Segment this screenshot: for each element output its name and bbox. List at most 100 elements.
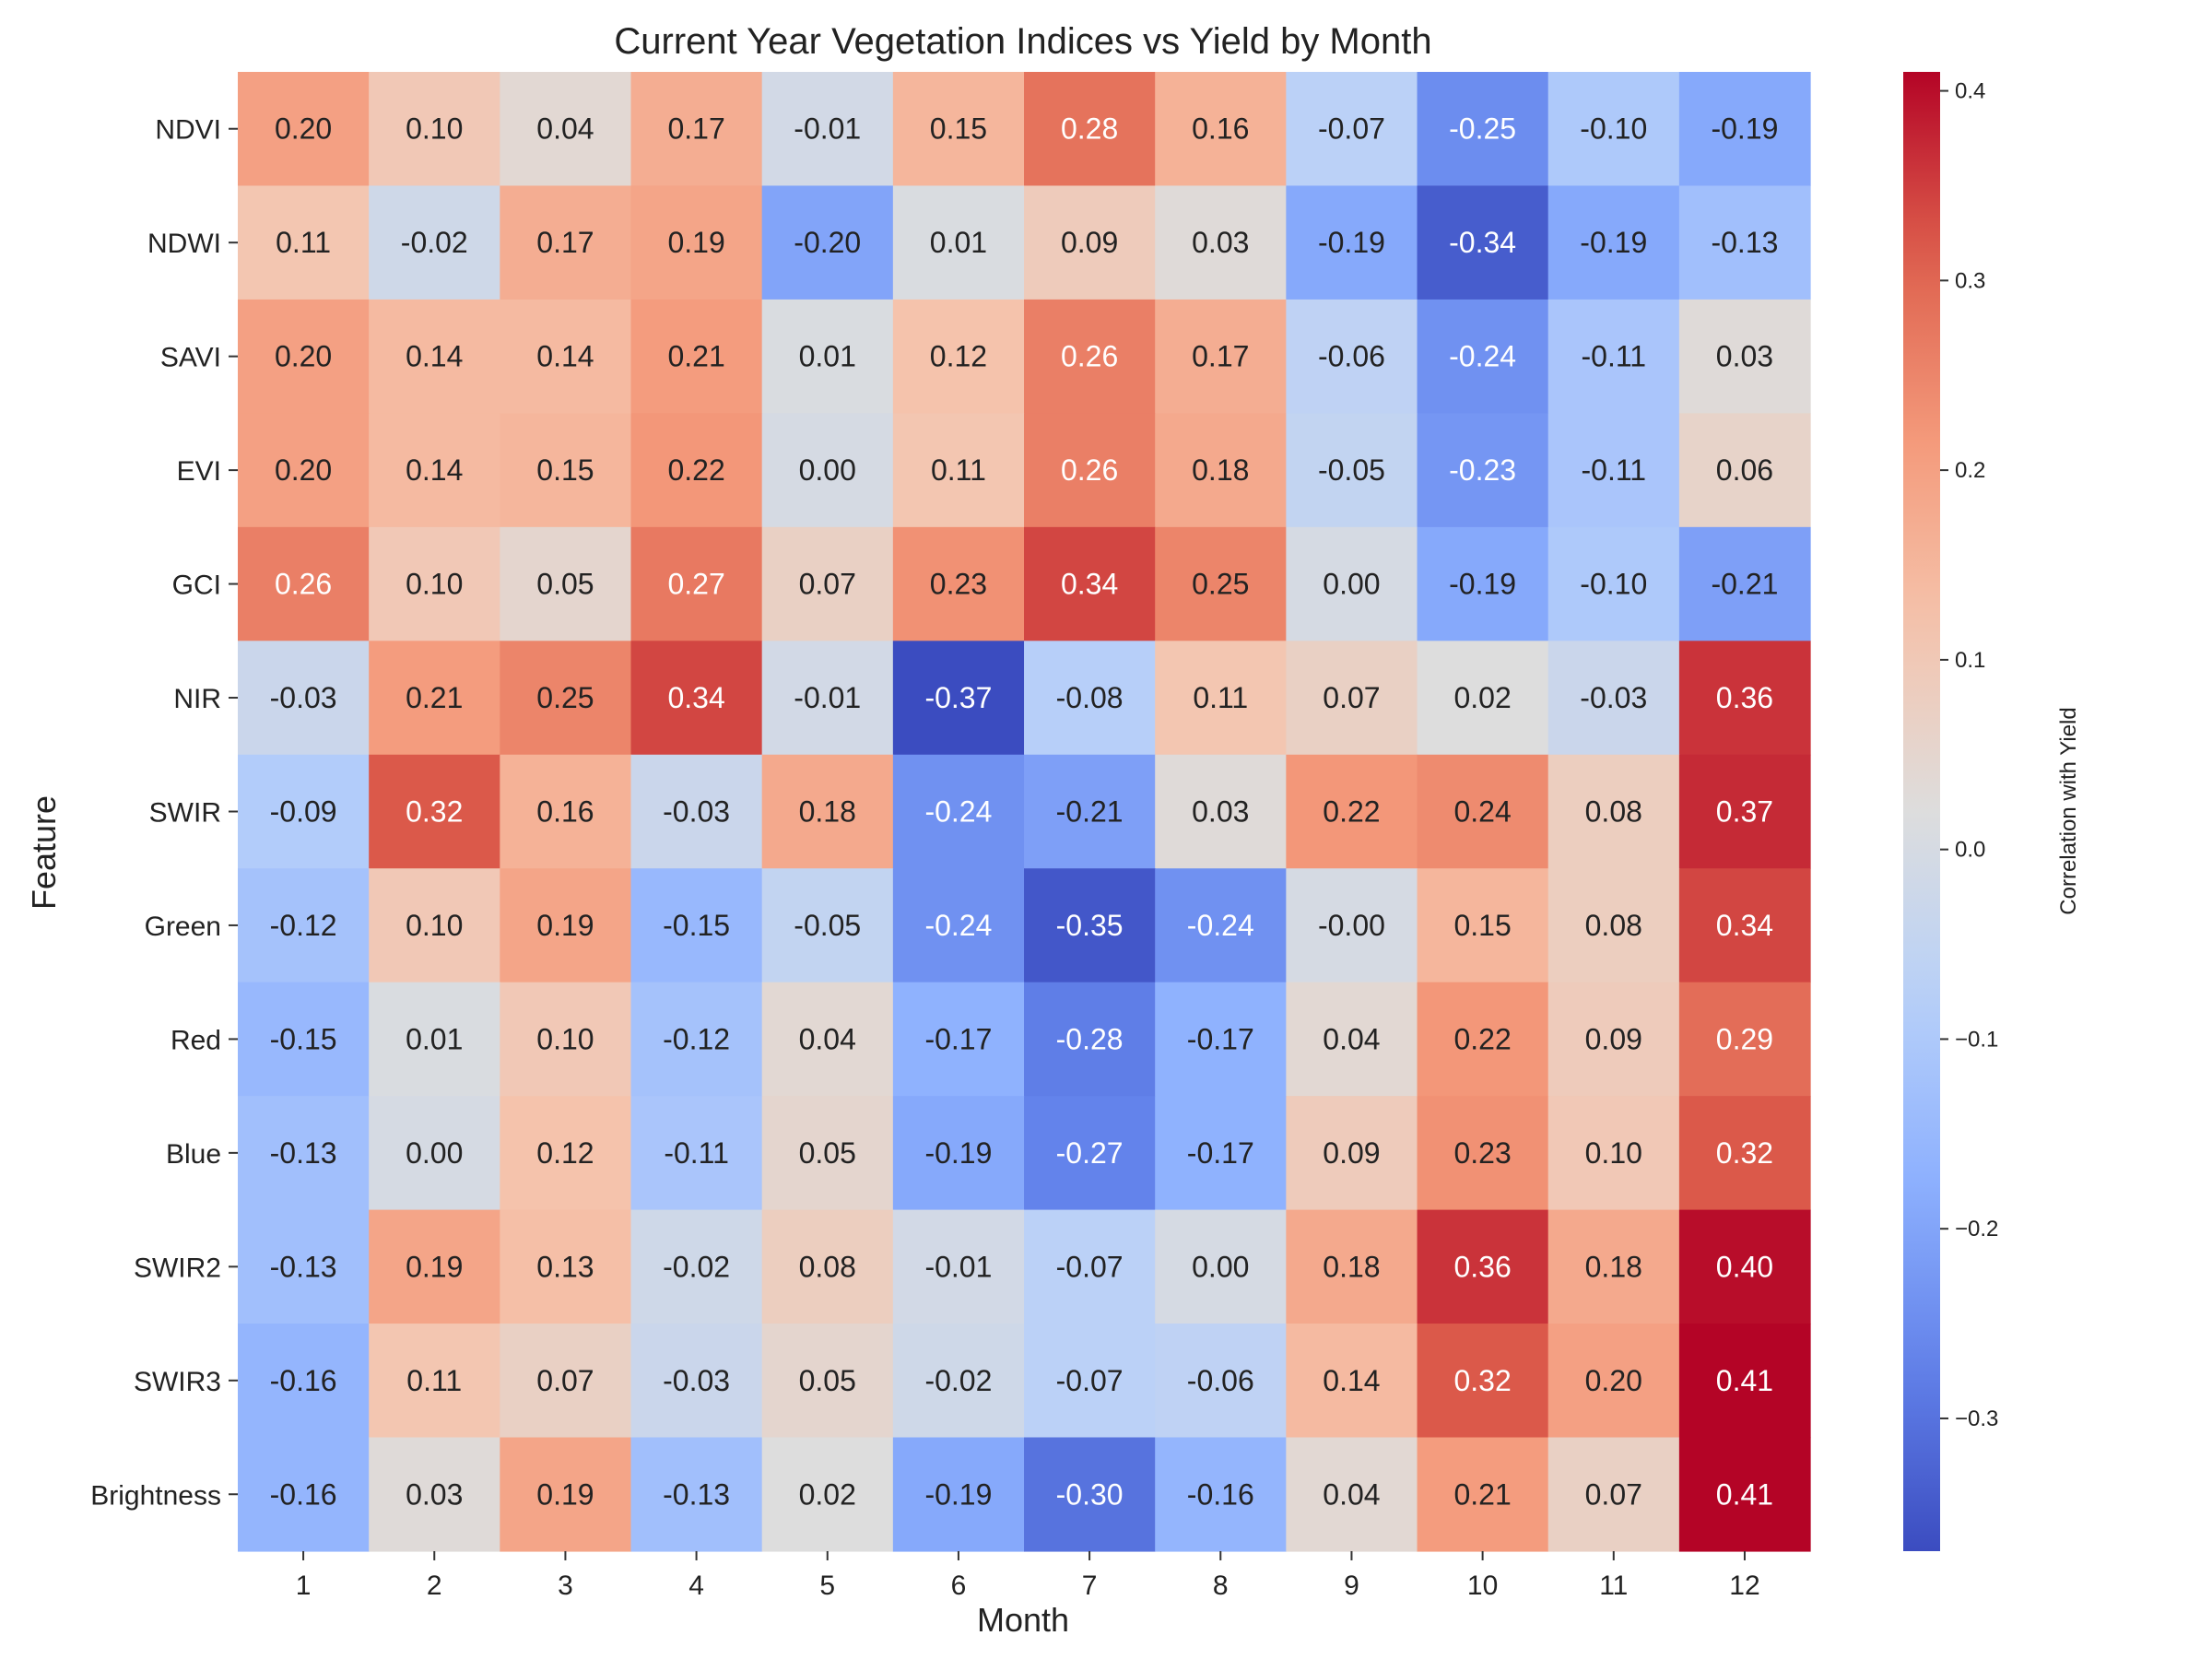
- heatmap-cell: [500, 72, 632, 187]
- heatmap-cell: [1417, 1437, 1549, 1552]
- heatmap-cell: [630, 72, 763, 187]
- cell-value-label: 0.09: [1585, 1022, 1642, 1055]
- x-tick-label: 3: [558, 1571, 573, 1601]
- heatmap-cell: [1024, 72, 1156, 187]
- cell-value-label: 0.10: [536, 1022, 594, 1055]
- colorbar-tick-label: −0.1: [1955, 1027, 1998, 1052]
- heatmap-cell: [238, 1324, 370, 1439]
- heatmap-cell: [500, 982, 632, 1097]
- cell-value-label: 0.20: [275, 340, 332, 373]
- cell-value-label: -0.01: [794, 112, 861, 146]
- colorbar-label: Correlation with Yield: [2056, 707, 2081, 914]
- cell-value-label: 0.14: [406, 340, 463, 373]
- x-tick-label: 12: [1729, 1571, 1759, 1601]
- heatmap-cell: [761, 299, 894, 414]
- heatmap-cell: [1286, 1437, 1418, 1552]
- cell-value-label: -0.19: [924, 1136, 992, 1170]
- cell-value-label: 0.14: [1323, 1364, 1380, 1397]
- cell-value-label: 0.00: [406, 1136, 463, 1170]
- cell-value-label: 0.18: [799, 794, 856, 828]
- heatmap-cell: [1417, 982, 1549, 1097]
- heatmap-cell: [238, 526, 370, 641]
- cell-value-label: -0.24: [924, 909, 992, 942]
- cell-value-label: 0.18: [1192, 453, 1249, 487]
- y-tick-label: NDVI: [155, 115, 221, 146]
- heatmap-cell: [630, 185, 763, 300]
- heatmap-cell: [761, 1324, 894, 1439]
- cell-value-label: -0.07: [1056, 1250, 1124, 1283]
- heatmap-cell: [1678, 1096, 1811, 1211]
- heatmap-cell: [1286, 868, 1418, 983]
- cell-value-label: -0.05: [1318, 453, 1385, 487]
- heatmap-cell: [1547, 299, 1680, 414]
- cell-value-label: -0.08: [1056, 681, 1124, 714]
- heatmap-cell: [500, 868, 632, 983]
- cell-value-label: 0.41: [1716, 1364, 1773, 1397]
- cell-value-label: 0.00: [799, 453, 856, 487]
- heatmap-cell: [369, 982, 500, 1097]
- y-axis-ticks: NDVI NDWI SAVI EVI GCI NIR SWIR Green Red Blue SWI…: [90, 115, 238, 1511]
- cell-value-label: 0.03: [406, 1477, 463, 1511]
- cell-value-label: 0.10: [1585, 1136, 1642, 1170]
- cell-value-label: -0.02: [663, 1250, 730, 1283]
- heatmap-cell: [1024, 754, 1156, 869]
- heatmap-cell: [892, 1096, 1025, 1211]
- cell-value-label: -0.03: [663, 794, 730, 828]
- y-tick-label: Green: [145, 912, 221, 942]
- cell-value-label: -0.23: [1449, 453, 1516, 487]
- cell-value-label: -0.17: [1187, 1136, 1254, 1170]
- cell-value-label: 0.25: [1192, 568, 1249, 601]
- x-tick-label: 10: [1467, 1571, 1498, 1601]
- cell-value-label: 0.04: [536, 112, 594, 146]
- cell-value-label: -0.24: [1187, 909, 1254, 942]
- heatmap-cell: [369, 526, 500, 641]
- heatmap-cell: [892, 1437, 1025, 1552]
- colorbar-tick-label: 0.0: [1955, 838, 1985, 863]
- heatmap-cell: [1024, 982, 1156, 1097]
- heatmap-cell: [1024, 526, 1156, 641]
- heatmap-cell: [500, 413, 632, 528]
- cell-value-label: -0.00: [1318, 909, 1385, 942]
- cell-value-label: -0.15: [663, 909, 730, 942]
- heatmap-cell: [892, 641, 1025, 756]
- heatmap-cell: [238, 413, 370, 528]
- cell-value-label: -0.01: [924, 1250, 992, 1283]
- heatmap-cell: [1286, 754, 1418, 869]
- cell-value-label: -0.21: [1711, 568, 1778, 601]
- heatmap-cell: [500, 1096, 632, 1211]
- heatmap-cell: [761, 1437, 894, 1552]
- cell-value-label: 0.34: [1061, 568, 1118, 601]
- heatmap-cell: [630, 1209, 763, 1324]
- colorbar-tick-label: −0.2: [1955, 1217, 1998, 1241]
- x-tick-label: 11: [1599, 1571, 1628, 1601]
- cell-value-label: -0.20: [794, 226, 861, 259]
- heatmap-cell: [630, 868, 763, 983]
- cell-value-label: -0.09: [270, 794, 337, 828]
- cell-value-label: 0.10: [406, 909, 463, 942]
- cell-value-label: 0.22: [667, 453, 724, 487]
- heatmap-cell: [1155, 1324, 1287, 1439]
- heatmap-cell: [1417, 299, 1549, 414]
- x-axis-ticks: 1 2 3 4 5 6 7 8 9 10 11 12: [296, 1550, 1760, 1601]
- cell-value-label: 0.32: [1716, 1136, 1773, 1170]
- cell-value-label: 0.10: [406, 568, 463, 601]
- cell-value-label: 0.22: [1323, 794, 1380, 828]
- cell-value-label: 0.01: [930, 226, 987, 259]
- heatmap-cell: [1417, 526, 1549, 641]
- heatmap-cell: [1024, 413, 1156, 528]
- heatmap-cell: [1024, 1096, 1156, 1211]
- cell-value-label: 0.21: [1453, 1477, 1511, 1511]
- heatmap-cell: [1678, 299, 1811, 414]
- colorbar-tick-label: −0.3: [1955, 1406, 1998, 1431]
- cell-value-label: -0.13: [270, 1136, 337, 1170]
- heatmap-cell: [1155, 72, 1287, 187]
- heatmap-cell: [1678, 641, 1811, 756]
- cell-value-label: -0.19: [1711, 112, 1778, 146]
- cell-value-label: 0.19: [406, 1250, 463, 1283]
- heatmap-cell: [892, 1324, 1025, 1439]
- heatmap-cell: [369, 1324, 500, 1439]
- cell-value-label: 0.14: [536, 340, 594, 373]
- cell-value-label: 0.07: [1585, 1477, 1642, 1511]
- cell-value-label: 0.04: [1323, 1477, 1380, 1511]
- heatmap-cell: [500, 526, 632, 641]
